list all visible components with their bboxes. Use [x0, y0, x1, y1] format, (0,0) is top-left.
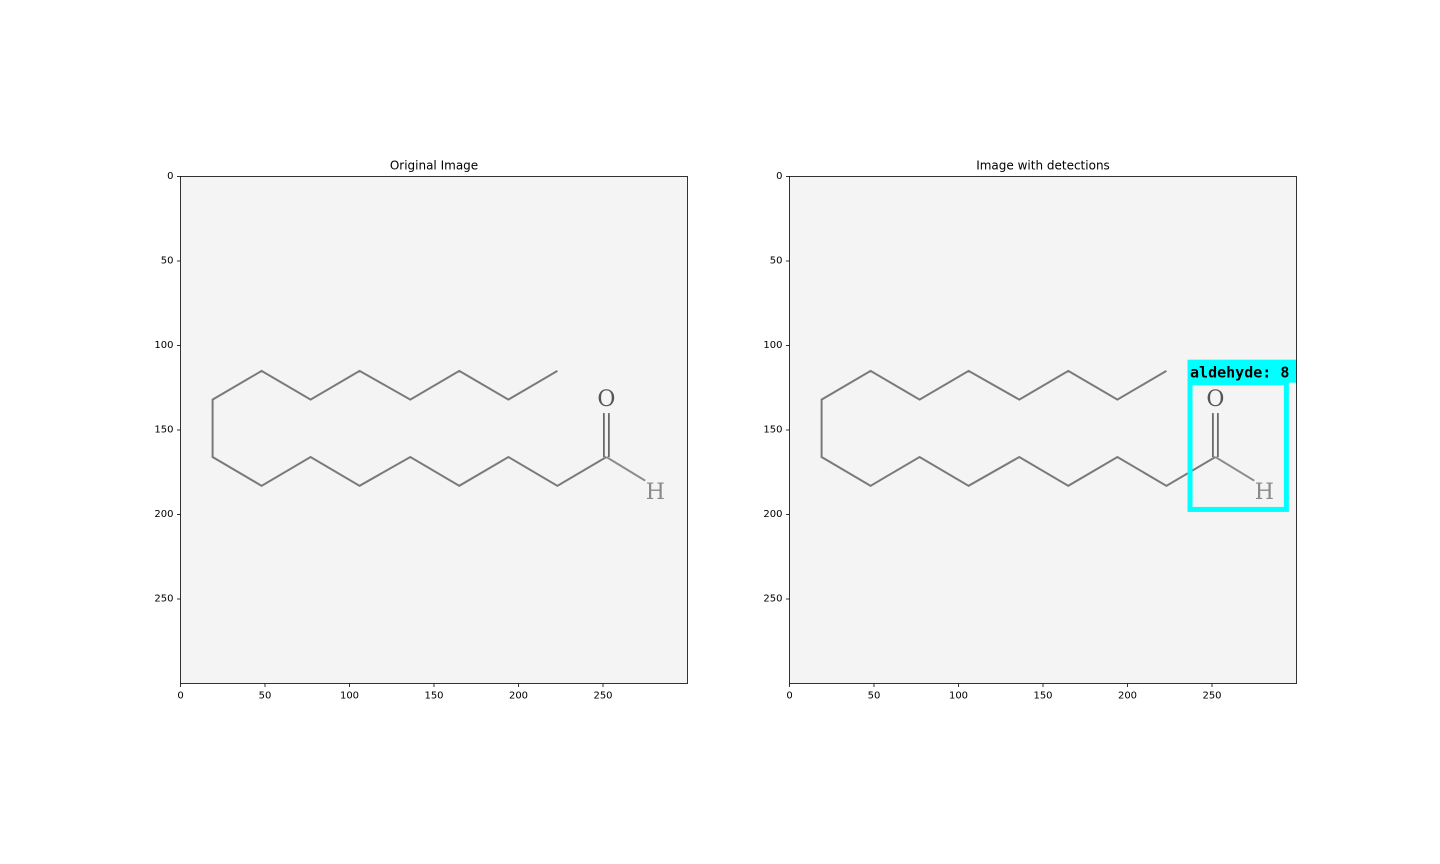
x-tick-label: 150	[424, 691, 443, 702]
detection-label: aldehyde: 8	[1190, 364, 1289, 382]
x-tick-label: 200	[1118, 691, 1137, 702]
molecule-image: OH	[211, 369, 665, 505]
subplot-original-image: OH0 50 100 150 200 250050100150200250Original…	[154, 159, 688, 702]
y-tick-label: 150	[763, 425, 782, 436]
y-tick-label: 150	[154, 425, 173, 436]
x-tick-label: 200	[509, 691, 528, 702]
image-background	[789, 176, 1297, 684]
subplot-title: Image with detections	[976, 159, 1110, 173]
x-tick-label: 0	[177, 691, 183, 702]
x-tick-label: 250	[593, 691, 612, 702]
x-tick-label: 50	[868, 691, 881, 702]
y-tick-label: 50	[161, 256, 174, 267]
y-tick-label: 200	[763, 509, 782, 520]
subplot-title: Original Image	[390, 159, 478, 173]
detection-label-background	[1187, 359, 1297, 383]
carbon-chain-bonds	[820, 369, 1216, 487]
x-tick-label: 50	[259, 691, 272, 702]
y-tick-label: 100	[763, 340, 782, 351]
y-tick-label: 50	[770, 256, 783, 267]
aldehyde-h-bond	[1214, 456, 1255, 482]
x-tick-label: 100	[949, 691, 968, 702]
atom-label-o: O	[597, 387, 615, 412]
x-tick-label: 0	[786, 691, 792, 702]
x-tick-label: 150	[1033, 691, 1052, 702]
image-background	[180, 176, 688, 684]
atom-label-h: H	[1255, 480, 1274, 505]
atom-label-o: O	[1206, 387, 1224, 412]
x-tick-label: 250	[1202, 691, 1221, 702]
y-tick-label: 250	[154, 594, 173, 605]
y-tick-label: 100	[154, 340, 173, 351]
y-tick-label: 200	[154, 509, 173, 520]
atom-label-h: H	[646, 480, 665, 505]
y-tick-label: 0	[776, 171, 782, 182]
aldehyde-h-bond	[605, 456, 646, 482]
y-tick-label: 250	[763, 594, 782, 605]
y-tick-label: 0	[167, 171, 173, 182]
carbon-chain-bonds	[211, 369, 607, 487]
x-tick-label: 100	[340, 691, 359, 702]
